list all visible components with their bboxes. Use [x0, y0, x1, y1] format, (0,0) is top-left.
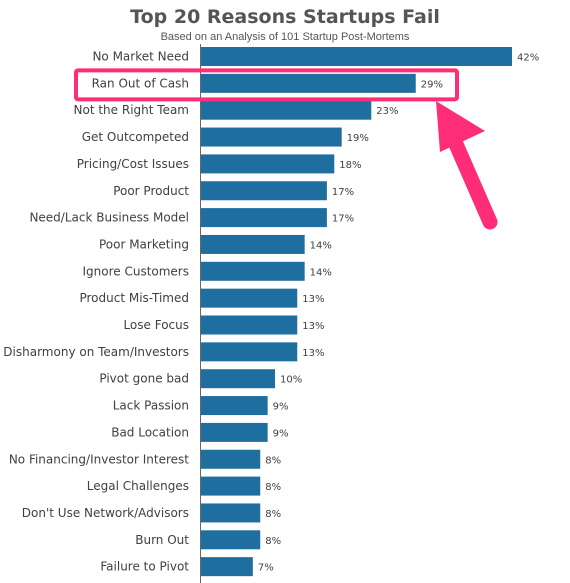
value-label: 23%: [376, 106, 398, 117]
chart-subtitle: Based on an Analysis of 101 Startup Post…: [160, 31, 410, 43]
category-label: Pricing/Cost Issues: [77, 157, 189, 171]
value-label: 14%: [310, 267, 332, 278]
bar: [201, 234, 305, 254]
bar: [201, 557, 253, 577]
bar: [201, 288, 298, 308]
category-label: Bad Location: [111, 425, 189, 439]
arrow-shaft: [444, 127, 498, 230]
bar: [201, 422, 268, 442]
category-label: Lack Passion: [113, 399, 189, 413]
bar: [201, 342, 298, 362]
category-label: Ran Out of Cash: [92, 76, 189, 90]
bar: [201, 530, 261, 550]
value-label: 14%: [310, 240, 332, 251]
chart-title: Top 20 Reasons Startups Fail: [130, 6, 440, 28]
category-label: Ignore Customers: [82, 264, 189, 278]
category-label: Product Mis-Timed: [79, 291, 189, 305]
value-label: 18%: [339, 160, 361, 171]
value-label: 17%: [332, 214, 354, 225]
value-label: 42%: [517, 53, 539, 64]
category-label: No Market Need: [92, 50, 189, 64]
category-label: Pivot gone bad: [99, 372, 189, 386]
value-label: 10%: [280, 375, 302, 386]
bar: [201, 476, 261, 496]
bar: [201, 449, 261, 469]
value-label: 13%: [302, 294, 324, 305]
value-label: 9%: [273, 402, 289, 413]
bar: [201, 100, 372, 120]
value-label: 13%: [302, 348, 324, 359]
bar: [201, 503, 261, 523]
highlight-box: [74, 68, 459, 102]
bar: [201, 315, 298, 335]
bar: [201, 154, 335, 174]
bar: [201, 369, 276, 389]
value-label: 19%: [347, 133, 369, 144]
value-label: 8%: [265, 482, 281, 493]
bar: [201, 181, 327, 201]
value-label: 29%: [421, 79, 443, 90]
value-label: 9%: [273, 428, 289, 439]
bar: [201, 396, 268, 416]
value-label: 8%: [265, 455, 281, 466]
value-label: 8%: [265, 536, 281, 547]
value-label: 13%: [302, 321, 324, 332]
bar: [201, 208, 327, 228]
bar: [201, 127, 342, 147]
value-label: 7%: [258, 563, 274, 574]
category-label: Lose Focus: [123, 318, 189, 332]
arrow-head: [436, 101, 485, 152]
category-label: Legal Challenges: [87, 479, 189, 493]
bar: [201, 73, 416, 93]
category-label: Failure to Pivot: [100, 560, 189, 574]
category-label: Poor Product: [113, 184, 189, 198]
value-label: 8%: [265, 509, 281, 520]
category-label: Burn Out: [135, 533, 189, 547]
bar: [201, 47, 512, 66]
category-label: Disharmony on Team/Investors: [3, 345, 189, 359]
category-label: Poor Marketing: [99, 237, 189, 251]
bar: [201, 261, 305, 281]
category-label: Don't Use Network/Advisors: [22, 506, 189, 520]
category-label: No Financing/Investor Interest: [9, 452, 189, 466]
category-label: Not the Right Team: [74, 103, 189, 117]
category-label: Need/Lack Business Model: [29, 211, 189, 225]
value-label: 17%: [332, 187, 354, 198]
category-label: Get Outcompeted: [82, 130, 189, 144]
